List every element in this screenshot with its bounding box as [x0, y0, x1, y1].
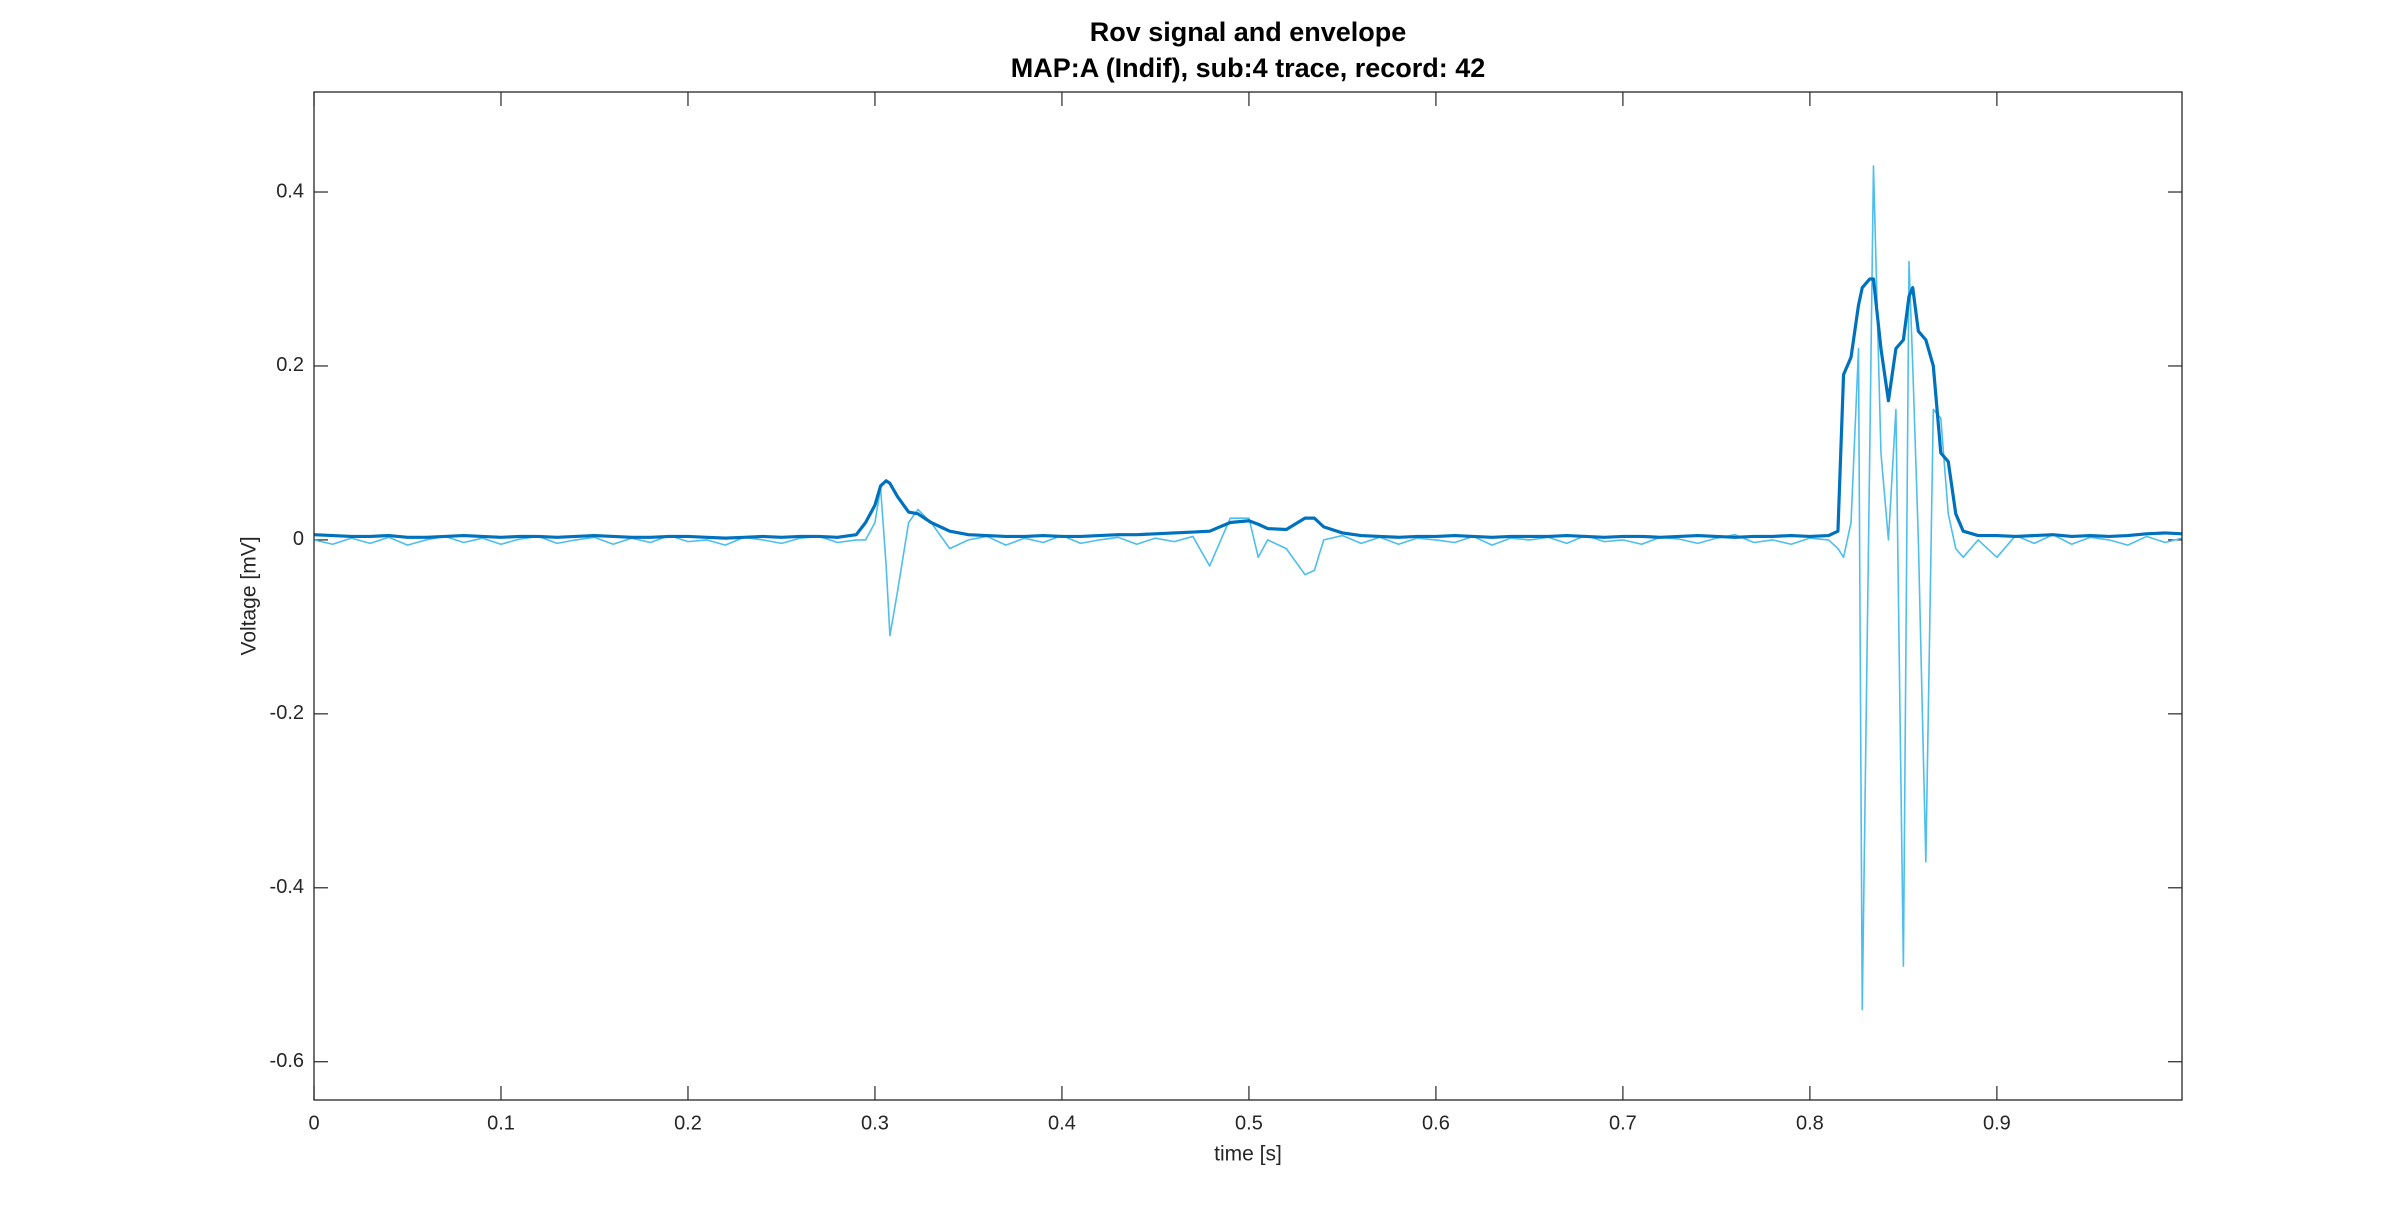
x-tick-label: 0.1 [487, 1112, 515, 1134]
x-tick-label: 0.4 [1048, 1112, 1076, 1134]
axes-box [313, 91, 2183, 1101]
chart-title: Rov signal and envelope [1090, 17, 1407, 47]
series-line [314, 277, 2182, 540]
y-tick-label: 0.4 [276, 180, 304, 202]
plot-area [314, 92, 2182, 1100]
x-tick-label: 0.3 [861, 1112, 889, 1134]
x-tick-label: 0.9 [1983, 1112, 2011, 1134]
y-tick-label: -0.2 [270, 702, 304, 724]
x-tick-label: 0.8 [1796, 1112, 1824, 1134]
y-tick-label: -0.6 [270, 1050, 304, 1072]
x-tick-label: 0.5 [1235, 1112, 1263, 1134]
x-tick-label: 0.2 [674, 1112, 702, 1134]
x-tick-label: 0 [308, 1112, 319, 1134]
y-tick-label: 0.2 [276, 354, 304, 376]
y-axis-label: Voltage [mV] [238, 536, 261, 655]
x-tick-label: 0.6 [1422, 1112, 1450, 1134]
series-line [314, 165, 2182, 1011]
y-tick-label: -0.4 [270, 876, 304, 898]
x-axis-label: time [s] [1214, 1143, 1282, 1166]
x-tick-label: 0.7 [1609, 1112, 1637, 1134]
y-tick-label: 0 [293, 528, 304, 550]
chart-subtitle: MAP:A (Indif), sub:4 trace, record: 42 [1011, 53, 1486, 83]
